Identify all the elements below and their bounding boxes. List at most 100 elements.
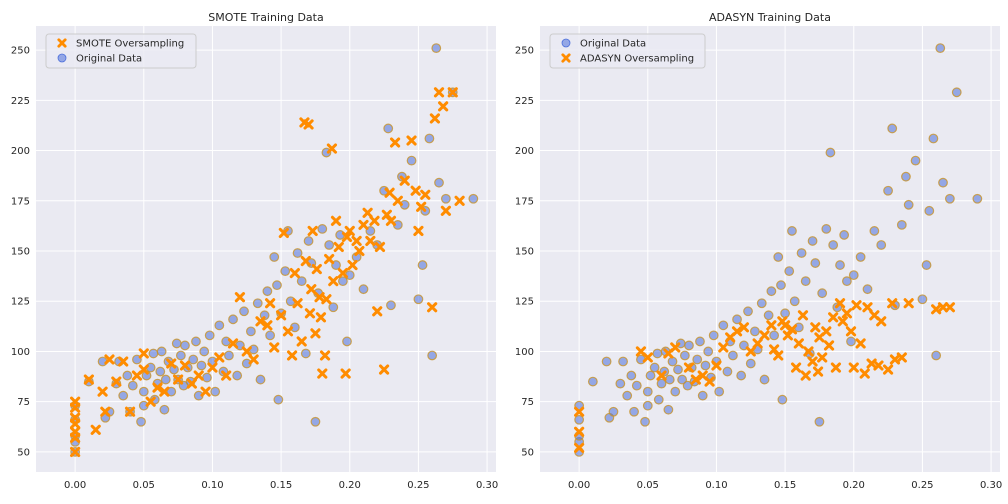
original-data-point: [127, 380, 138, 391]
original-data-point: [756, 298, 767, 309]
original-data-point: [708, 330, 719, 341]
x-tick-label: 0.00: [64, 480, 86, 491]
y-tick-label: 175: [515, 196, 534, 207]
original-data-point: [807, 236, 818, 246]
original-data-point: [191, 336, 201, 347]
original-data-point: [649, 362, 660, 373]
adasyn-oversampling-point: [882, 364, 894, 375]
original-data-point: [324, 240, 335, 250]
original-data-point: [413, 294, 424, 305]
original-data-point: [732, 314, 742, 325]
x-tick-label: 0.10: [201, 480, 223, 491]
y-tick-label: 100: [11, 347, 30, 358]
original-data-point: [224, 350, 234, 361]
legend-label: ADASYN Oversampling: [580, 54, 694, 65]
original-data-point: [697, 390, 708, 401]
adasyn-oversampling-series: [574, 298, 955, 453]
smote-oversampling-point: [365, 235, 376, 247]
smote-oversampling-point: [354, 245, 365, 257]
original-data-point: [810, 258, 821, 268]
original-data-point: [944, 193, 955, 204]
original-data-point: [431, 43, 442, 53]
x-tick-label: 0.20: [339, 480, 361, 491]
legend-label: SMOTE Oversampling: [76, 39, 184, 50]
x-tick-label: 0.15: [774, 480, 796, 491]
original-data-point: [653, 394, 664, 405]
smote-oversampling-point: [369, 215, 380, 226]
y-tick-label: 225: [515, 96, 534, 107]
original-data-point: [280, 266, 291, 276]
smote-oversampling-point: [70, 412, 81, 423]
adasyn-oversampling-point: [711, 360, 722, 371]
original-data-point: [743, 306, 753, 317]
original-data-point: [300, 348, 311, 359]
original-data-point: [138, 386, 149, 397]
original-data-point: [839, 230, 850, 240]
x-tick-label: 0.30: [980, 480, 1002, 491]
original-data-point: [252, 298, 263, 309]
smote-oversampling-point: [304, 308, 316, 319]
smote-oversampling-point: [138, 348, 149, 359]
original-data-point: [202, 372, 212, 383]
legend: Original Data ADASYN Oversampling: [549, 33, 706, 69]
original-data-point: [745, 358, 756, 369]
original-data-point: [383, 123, 394, 134]
original-data-point: [928, 133, 939, 144]
y-tick-label: 125: [11, 297, 30, 308]
original-data-point: [171, 338, 182, 349]
smote-oversampling-point: [265, 298, 276, 309]
adasyn-oversampling-point: [851, 300, 862, 311]
smote-oversampling-point: [433, 87, 445, 98]
original-data-point: [821, 224, 832, 234]
smote-oversampling-point: [310, 328, 321, 339]
adasyn-oversampling-point: [731, 326, 743, 337]
smote-oversampling-point: [179, 360, 191, 371]
legend-marker-x: [57, 38, 67, 48]
original-data-point: [787, 226, 797, 236]
x-tick-label: 0.20: [843, 480, 865, 491]
original-data-point: [417, 260, 428, 270]
original-data-point: [337, 276, 348, 287]
legend-label: Original Data: [76, 54, 142, 65]
plot-area: [36, 26, 496, 472]
original-data-point: [887, 123, 898, 134]
original-data-point: [434, 177, 444, 188]
smote-oversampling-point: [410, 185, 421, 196]
adasyn-oversampling-point: [766, 320, 777, 331]
original-data-point: [718, 320, 729, 331]
smote-oversampling-point: [347, 259, 358, 271]
x-tick-label: 0.00: [568, 480, 590, 491]
adasyn-oversampling-point: [855, 338, 866, 349]
original-data-point: [921, 260, 932, 270]
original-data-point: [642, 386, 653, 397]
adasyn-oversampling-point: [670, 342, 681, 353]
original-data-point: [728, 350, 738, 361]
original-data-point: [800, 276, 811, 287]
original-data-point: [615, 378, 626, 389]
original-data-point: [848, 270, 859, 281]
legend-marker-dot: [561, 38, 571, 48]
original-data-point: [652, 348, 663, 359]
smote-oversampling-point: [100, 406, 111, 417]
original-data-point: [722, 366, 733, 377]
plot-area: [540, 26, 1000, 472]
original-data-point: [883, 185, 893, 196]
original-data-point: [631, 380, 642, 391]
y-tick-label: 200: [515, 146, 534, 157]
original-data-point: [677, 374, 688, 385]
original-data-point: [749, 326, 760, 337]
legend-label: Original Data: [580, 39, 646, 50]
smote-oversampling-point: [413, 225, 424, 237]
original-data-point: [835, 260, 845, 270]
smote-oversampling-point: [221, 370, 232, 381]
original-data-point: [642, 400, 653, 411]
smote-oversampling-point: [138, 364, 149, 375]
x-tick-label: 0.30: [476, 480, 498, 491]
original-data-point: [972, 193, 983, 204]
adasyn-oversampling-point: [810, 322, 821, 333]
smote-oversampling-point: [321, 294, 332, 305]
original-data-point: [232, 370, 243, 381]
original-data-point: [574, 414, 585, 425]
original-data-point: [684, 340, 694, 351]
original-data-point: [700, 360, 711, 371]
